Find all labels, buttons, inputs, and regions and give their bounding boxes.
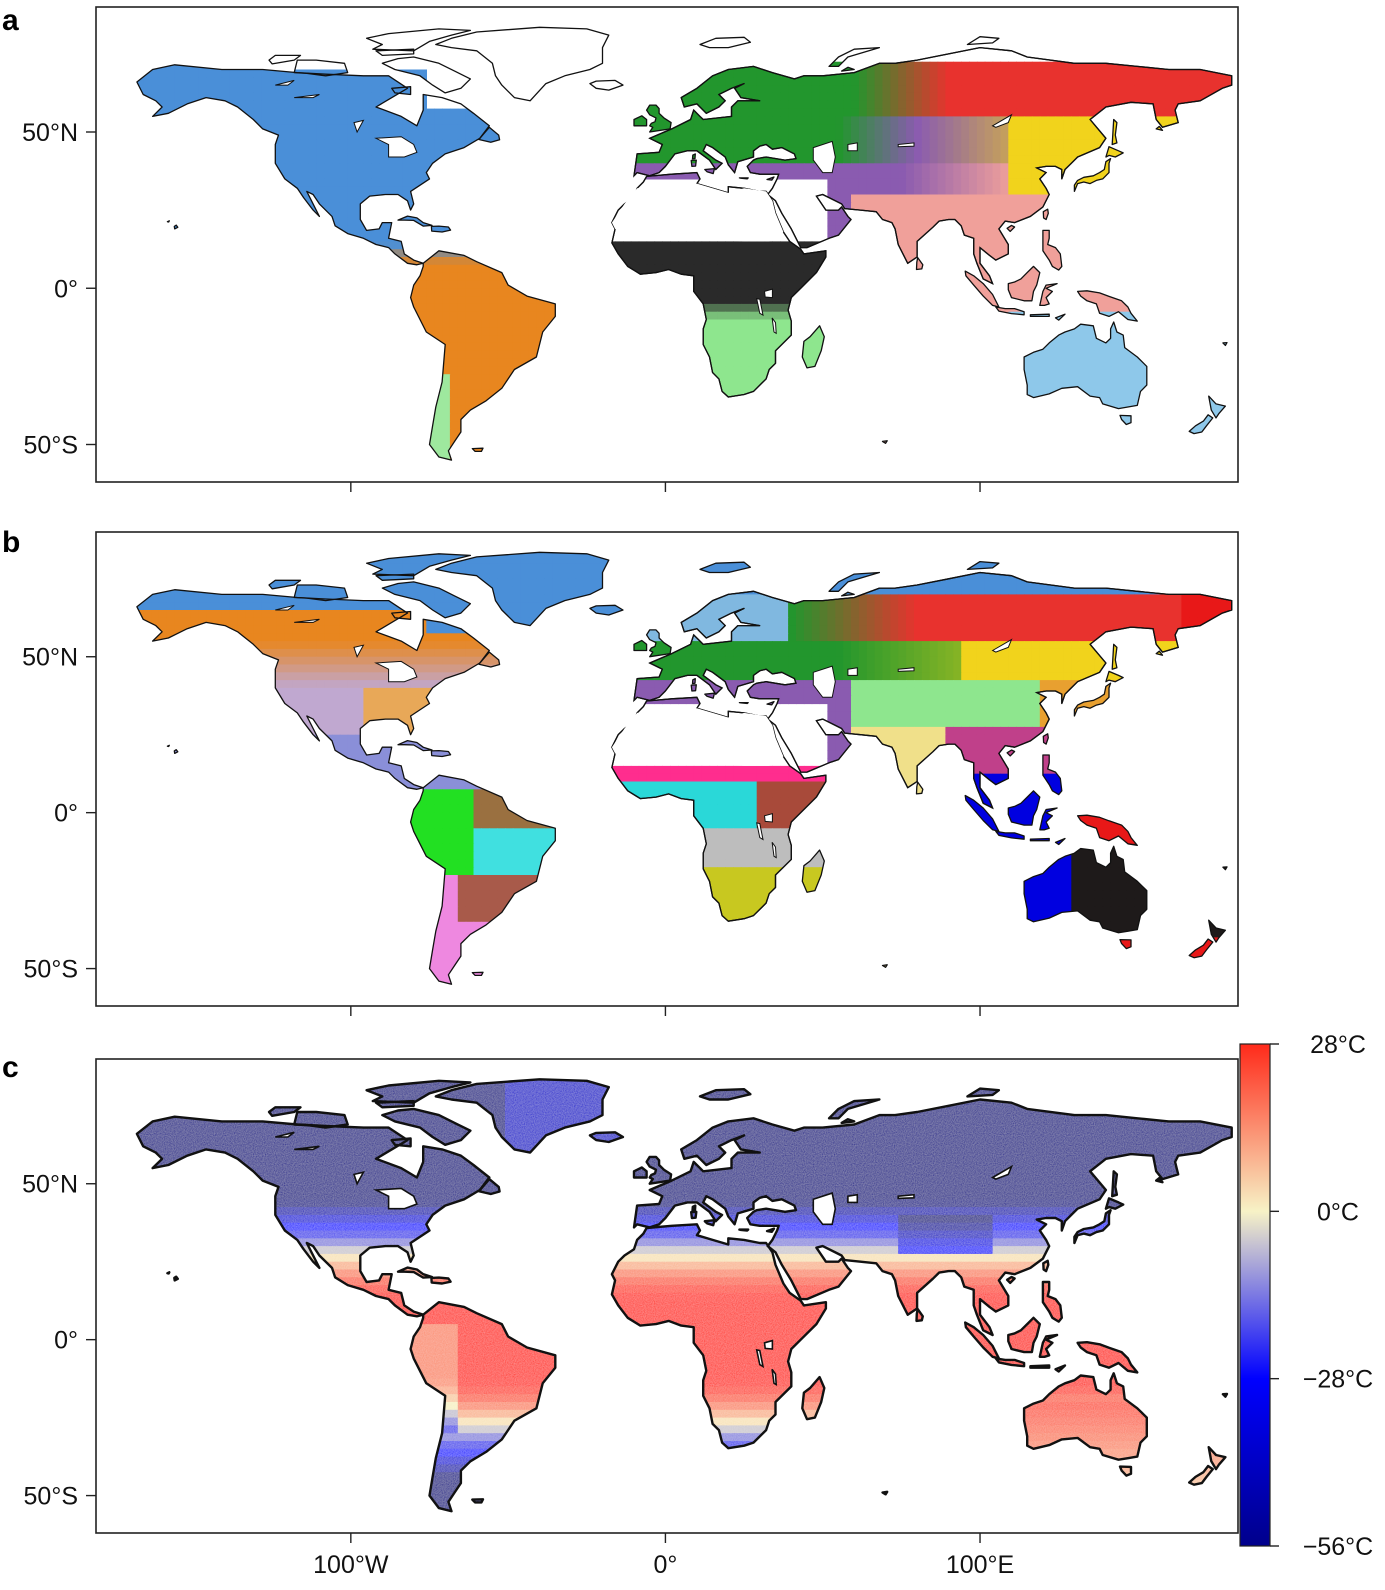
panel-label-a: a <box>2 4 19 37</box>
panel-label-b: b <box>2 526 20 559</box>
lake <box>847 667 858 676</box>
lake <box>771 1368 778 1387</box>
map-frame-a <box>95 6 1239 483</box>
x-tick-label: 0° <box>653 1551 677 1579</box>
lake <box>374 660 418 683</box>
colorbar-ticks: 28°C 0°C −28°C −56°C <box>1270 1031 1373 1561</box>
lake <box>897 667 915 672</box>
y-tick-label: 50°N <box>22 1171 78 1199</box>
map-panel-b <box>136 551 1233 985</box>
y-tick-label: 50°N <box>22 119 78 147</box>
map-panel-c <box>135 1078 1233 1513</box>
lake <box>847 142 858 152</box>
lake <box>374 136 418 158</box>
colorbar: 28°C 0°C −28°C −56°C <box>1239 1031 1373 1561</box>
y-tick-label: 50°N <box>22 644 78 672</box>
lake <box>763 812 773 823</box>
y-tick-label: 50°S <box>24 432 78 460</box>
x-tick-label: 100°W <box>313 1551 389 1579</box>
land-raster <box>136 1079 1232 1512</box>
y-tick-label: 0° <box>54 1327 78 1355</box>
colorbar-tick-label: 28°C <box>1310 1031 1366 1059</box>
lake <box>897 142 915 148</box>
lake <box>294 618 320 623</box>
lake <box>763 288 773 299</box>
lake <box>755 1348 765 1369</box>
lake <box>771 842 777 859</box>
lake <box>372 1187 418 1210</box>
lake <box>812 1192 837 1226</box>
lake <box>763 1339 774 1350</box>
map-frame-c <box>95 1058 1239 1534</box>
lake <box>812 665 836 698</box>
map-panel-a <box>136 26 1233 461</box>
map-frame-b <box>95 531 1239 1007</box>
lake <box>275 1131 295 1138</box>
lake <box>353 119 365 134</box>
colorbar-tick-label: −28°C <box>1303 1366 1373 1394</box>
y-tick-label: 0° <box>54 800 78 828</box>
colorbar-tick-label: −56°C <box>1303 1533 1373 1561</box>
coastlines <box>135 1078 1233 1513</box>
colorbar-scale <box>1239 1043 1271 1547</box>
axes-c: 100°W 0° 100°E 50°N 0° 50°S <box>22 1171 1014 1579</box>
lake <box>352 1171 365 1186</box>
land-raster <box>136 552 1232 985</box>
lake <box>275 604 295 611</box>
lake <box>756 822 764 841</box>
lake <box>990 1164 1014 1180</box>
lake <box>294 1145 320 1151</box>
lake <box>353 644 365 658</box>
axes-b: 50°N 0° 50°S <box>22 644 981 1016</box>
y-tick-label: 50°S <box>24 956 78 984</box>
lake <box>897 1193 915 1200</box>
x-tick-label: 100°E <box>946 1551 1014 1579</box>
y-tick-label: 0° <box>54 275 78 303</box>
lake <box>756 297 764 317</box>
panel-label-c: c <box>2 1051 19 1084</box>
lake <box>991 638 1013 653</box>
lake <box>812 140 836 174</box>
lake <box>294 94 320 99</box>
colorbar-tick-label: 0°C <box>1317 1198 1359 1226</box>
axes-a: 50°N 0° 50°S <box>22 119 981 492</box>
lake <box>847 1193 859 1204</box>
y-tick-label: 50°S <box>24 1483 78 1511</box>
lake <box>275 79 295 86</box>
lake <box>991 113 1013 128</box>
lake <box>771 317 777 335</box>
